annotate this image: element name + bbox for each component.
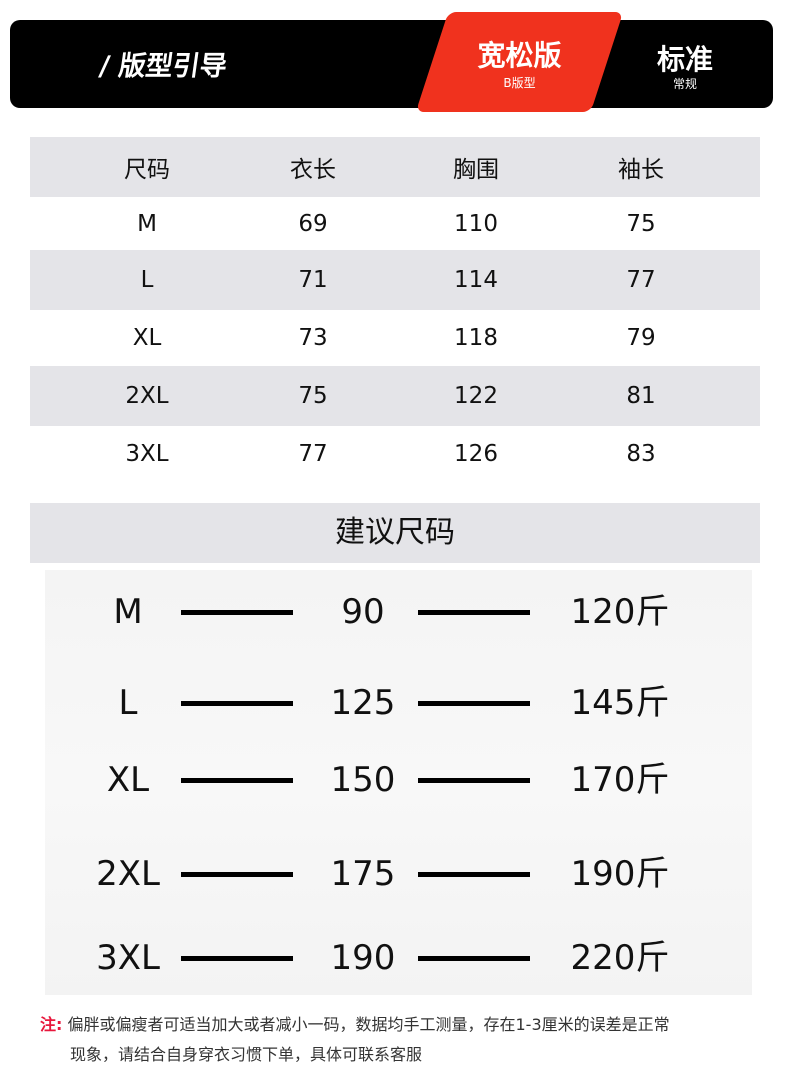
recommend-min-weight: 150 bbox=[330, 760, 396, 800]
divider-line bbox=[181, 778, 293, 783]
tab-loose-fit: 宽松版 bbox=[477, 39, 562, 72]
table-cell: 79 bbox=[626, 325, 656, 351]
note-line1: 偏胖或偏瘦者可适当加大或者减小一码，数据均手工测量，存在1-3厘米的误差是正常 bbox=[67, 1015, 670, 1034]
table-cell: 69 bbox=[298, 210, 328, 237]
recommend-row: 2XL 175 190斤 bbox=[0, 849, 790, 899]
note-label: 注: bbox=[40, 1015, 63, 1034]
table-cell: 77 bbox=[298, 441, 328, 467]
divider-line bbox=[181, 956, 293, 961]
table-cell: 122 bbox=[454, 383, 498, 409]
recommend-max-weight: 145斤 bbox=[570, 683, 670, 723]
note-line2: 现象，请结合自身穿衣习惯下单，具体可联系客服 bbox=[70, 1045, 423, 1064]
recommend-row: XL 150 170斤 bbox=[0, 755, 790, 805]
recommend-row: M 90 120斤 bbox=[0, 587, 790, 637]
table-row: L 71 114 77 bbox=[30, 250, 760, 310]
header-title: / 版型引导 bbox=[97, 51, 230, 82]
size-table: 尺码 衣长 胸围 袖长 M 69 110 75 L 71 114 77 XL 73 118 79 2XL 75 12… bbox=[30, 137, 760, 482]
table-header-row: 尺码 衣长 胸围 袖长 bbox=[30, 137, 760, 197]
table-cell: L bbox=[140, 267, 154, 293]
table-cell: 袖长 bbox=[618, 157, 664, 183]
table-cell: 118 bbox=[454, 325, 498, 351]
table-cell: M bbox=[137, 210, 157, 237]
recommend-min-weight: 90 bbox=[341, 592, 385, 632]
table-cell: 81 bbox=[626, 383, 656, 409]
divider-line bbox=[418, 778, 530, 783]
divider-line bbox=[181, 872, 293, 877]
recommend-min-weight: 125 bbox=[330, 683, 396, 723]
table-row: 2XL 75 122 81 bbox=[30, 366, 760, 426]
table-cell: 71 bbox=[298, 267, 328, 293]
recommend-size: 2XL bbox=[96, 854, 160, 894]
tab-standard-fit: 标准 bbox=[656, 43, 713, 76]
divider-line bbox=[181, 610, 293, 615]
table-cell: 胸围 bbox=[453, 157, 499, 183]
table-cell: 75 bbox=[298, 383, 328, 409]
header-bar bbox=[10, 20, 773, 108]
table-cell: 3XL bbox=[125, 441, 169, 467]
tab-loose-fit-sub: B版型 bbox=[503, 76, 536, 90]
recommend-max-weight: 170斤 bbox=[570, 760, 670, 800]
recommend-size: XL bbox=[106, 760, 150, 800]
recommend-max-weight: 120斤 bbox=[570, 592, 670, 632]
table-cell: 73 bbox=[298, 325, 328, 351]
recommend-min-weight: 175 bbox=[330, 854, 396, 894]
recommend-row: 3XL 190 220斤 bbox=[0, 933, 790, 983]
recommend-row: L 125 145斤 bbox=[0, 678, 790, 728]
table-cell: 114 bbox=[454, 267, 498, 293]
table-row: M 69 110 75 bbox=[30, 197, 760, 250]
table-row: XL 73 118 79 bbox=[30, 310, 760, 366]
divider-line bbox=[181, 701, 293, 706]
table-row: 3XL 77 126 83 bbox=[30, 426, 760, 482]
recommend-size: 3XL bbox=[96, 938, 160, 978]
table-cell: 110 bbox=[454, 210, 498, 237]
divider-line bbox=[418, 872, 530, 877]
recommend-max-weight: 190斤 bbox=[570, 854, 670, 894]
recommend-size: M bbox=[113, 592, 143, 632]
table-cell: XL bbox=[132, 325, 162, 351]
recommend-max-weight: 220斤 bbox=[570, 938, 670, 978]
table-cell: 77 bbox=[626, 267, 656, 293]
table-cell: 尺码 bbox=[124, 157, 170, 183]
divider-line bbox=[418, 610, 530, 615]
tab-standard-fit-sub: 常规 bbox=[672, 77, 697, 91]
recommend-size: L bbox=[118, 683, 138, 723]
table-cell: 衣长 bbox=[290, 157, 336, 183]
note: 注: 偏胖或偏瘦者可适当加大或者减小一码，数据均手工测量，存在1-3厘米的误差是… bbox=[40, 1010, 780, 1070]
recommend-title: 建议尺码 bbox=[30, 503, 760, 563]
recommend-panel bbox=[45, 570, 752, 995]
divider-line bbox=[418, 701, 530, 706]
recommend-min-weight: 190 bbox=[330, 938, 396, 978]
table-cell: 83 bbox=[626, 441, 656, 467]
table-cell: 75 bbox=[626, 210, 656, 237]
divider-line bbox=[418, 956, 530, 961]
table-cell: 126 bbox=[454, 441, 498, 467]
table-cell: 2XL bbox=[125, 383, 169, 409]
